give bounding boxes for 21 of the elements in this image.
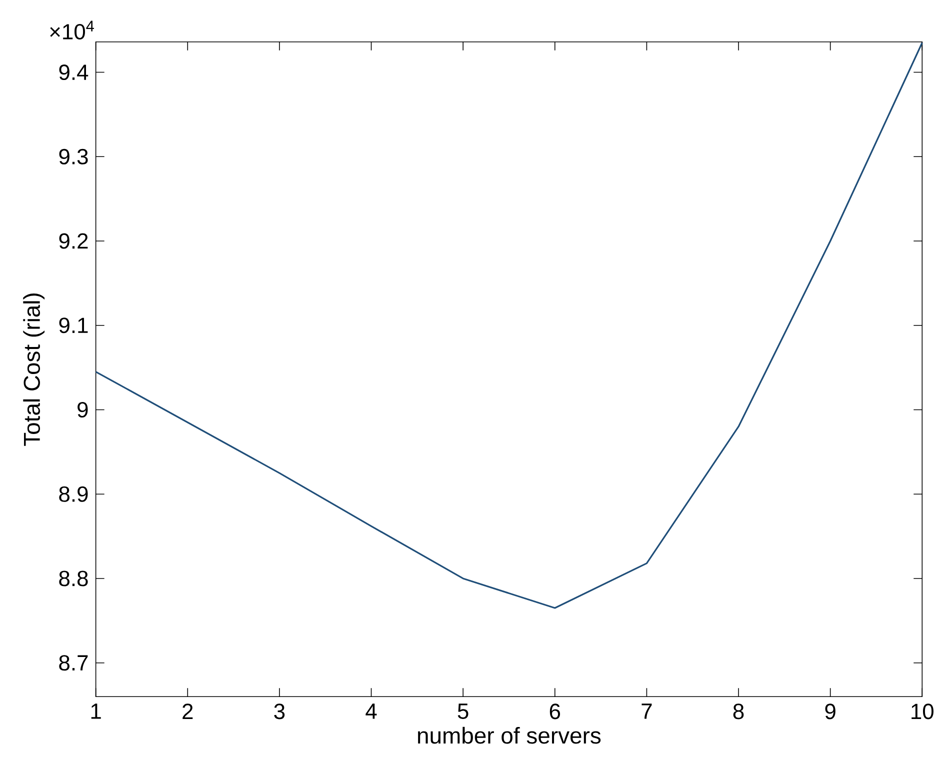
x-tick-label: 2: [182, 703, 193, 719]
x-tick-label: 1: [91, 703, 101, 719]
y-axis-title: Total Cost (rial): [23, 293, 45, 446]
x-tick-label: 6: [550, 703, 560, 719]
y-tick-label: 8.9: [59, 486, 88, 502]
x-tick-label: 5: [458, 703, 468, 719]
x-axis-title: number of servers: [418, 726, 601, 744]
y-tick-label: 8.7: [59, 654, 88, 670]
y-tick-label: 9.1: [59, 317, 88, 333]
y-tick-label: 9.2: [59, 233, 88, 249]
x-tick-label: 7: [642, 703, 652, 719]
y-tick-label: 8.8: [59, 570, 88, 586]
x-tick-label: 8: [733, 703, 744, 719]
x-tick-label: 9: [825, 703, 836, 719]
y-tick-label: 9: [78, 402, 88, 418]
y-tick-label: 9.4: [59, 64, 88, 80]
x-tick-label: 4: [366, 703, 377, 719]
x-tick-label: 3: [274, 703, 285, 719]
text: ×10$^{4}$: [50, 20, 94, 40]
y-tick-label: 9.3: [59, 148, 88, 164]
x-tick-label: 10: [912, 703, 934, 719]
